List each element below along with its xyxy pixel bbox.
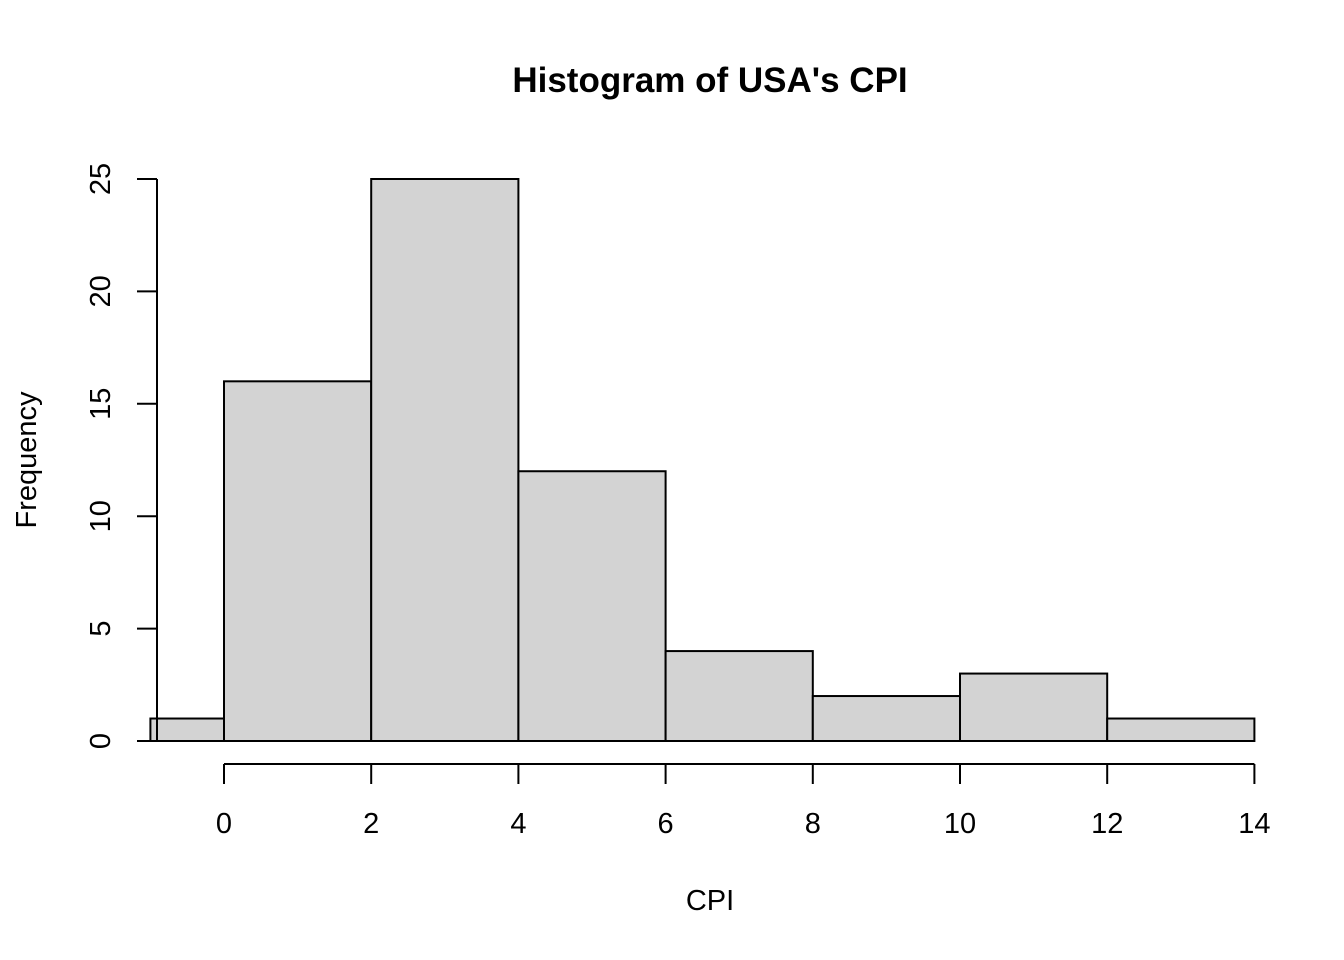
- x-tick-label: 14: [1238, 808, 1270, 840]
- y-tick-label: 0: [85, 733, 117, 749]
- x-tick-label: 4: [510, 808, 526, 840]
- x-axis: 0 2 4 6 8 10 12 14: [216, 763, 1271, 840]
- chart-title: Histogram of USA's CPI: [512, 61, 907, 100]
- y-tick-label: 5: [85, 621, 117, 637]
- y-tick-label: 10: [85, 500, 117, 532]
- histogram-bar: [223, 380, 373, 742]
- bars-group: [149, 178, 1256, 743]
- histogram-bar: [370, 178, 520, 742]
- y-tick-label: 20: [85, 275, 117, 307]
- histogram-bar: [149, 717, 225, 743]
- histogram-bar: [811, 695, 961, 742]
- histogram-bar: [1106, 717, 1256, 743]
- x-tick-label: 8: [805, 808, 821, 840]
- x-tick-label: 6: [658, 808, 674, 840]
- x-tick-label: 2: [363, 808, 379, 840]
- histogram-bar: [959, 672, 1109, 742]
- x-tick-label: 0: [216, 808, 232, 840]
- y-tick-label: 15: [85, 388, 117, 420]
- y-axis: 0 5 10 15 20 25: [85, 163, 158, 749]
- x-axis-label: CPI: [686, 885, 734, 917]
- x-tick-label: 10: [944, 808, 976, 840]
- y-axis-label: Frequency: [11, 391, 43, 529]
- y-tick-label: 25: [85, 163, 117, 195]
- histogram-bar: [664, 650, 814, 743]
- histogram-bar: [517, 470, 667, 742]
- x-tick-label: 12: [1091, 808, 1123, 840]
